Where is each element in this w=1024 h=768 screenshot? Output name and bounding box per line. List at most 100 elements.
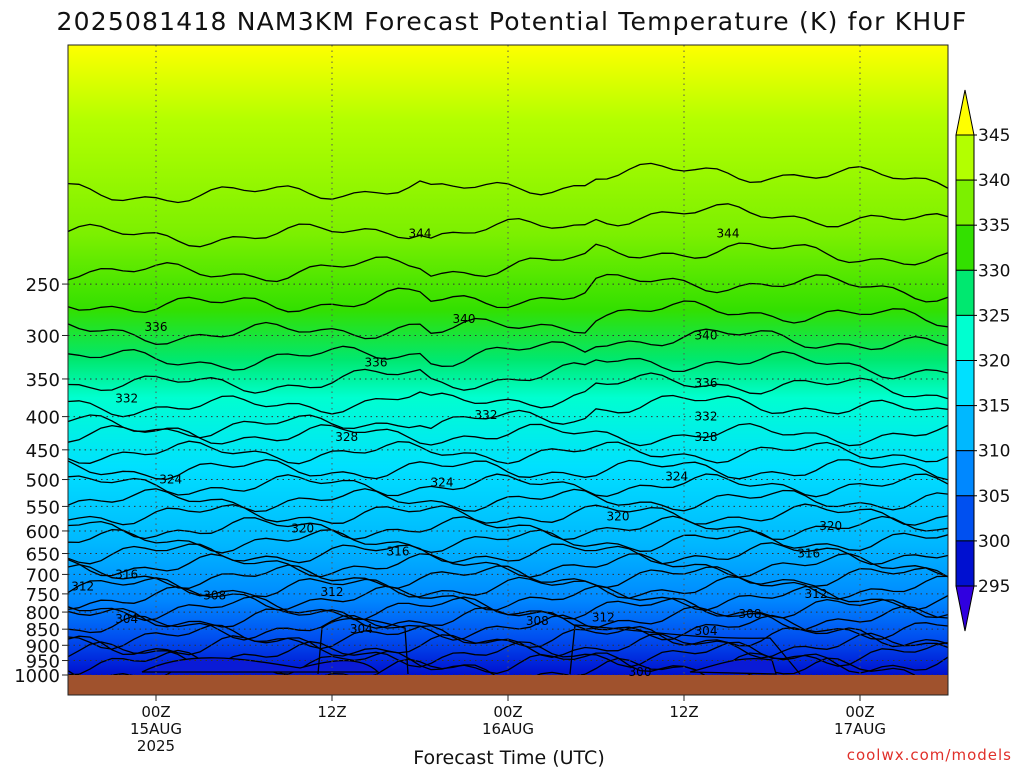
contour-line [68,528,948,554]
grid-lines [68,45,948,675]
contour-line [68,515,948,541]
cold-pocket [689,657,777,675]
colorbar-box [955,450,975,497]
x-tick-label: 12Z [669,703,698,721]
contour-line [68,273,948,314]
y-tick-label: 950 [26,652,60,673]
contour-line [68,614,948,641]
contour-label: 340 [453,312,476,326]
contour-label: 328 [335,430,358,444]
ground-band [68,675,948,695]
y-tick-label: 800 [26,603,60,624]
y-tick-label: 450 [26,441,60,462]
contour-label: 312 [321,585,344,599]
contour-label: 308 [203,589,226,603]
colorbar-label: 310 [978,442,1010,462]
colorbar-label: 305 [978,487,1010,507]
y-tick-label: 550 [26,497,60,518]
colorbar-box [955,405,975,452]
contour-label: 336 [145,320,168,334]
y-axis: 2503003504004505005506006507007508008509… [14,275,68,687]
contour-label: 336 [365,355,388,369]
colorbar: 345 340 335 330 325 320 315 310 305 300 295 [955,89,1010,632]
contour-label: 340 [695,328,718,342]
contour-label: 312 [592,610,615,624]
colorbar-label: 325 [978,306,1010,326]
y-tick-label: 300 [26,326,60,347]
contour-line [68,595,948,622]
colorbar-label: 295 [978,577,1010,597]
contour-label: 332 [695,410,718,424]
y-tick-label: 700 [26,565,60,586]
x-tick-label: 00Z [845,703,874,721]
colorbar-box [955,179,975,226]
y-tick-label: 400 [26,408,60,429]
x-tick-label: 15AUG [130,720,182,738]
contour-line [68,372,948,418]
contour-label: 320 [607,509,630,523]
contour-label: 344 [409,227,432,241]
y-tick-label: 750 [26,585,60,606]
colorbar-min-arrow [955,585,975,632]
contour-line [68,585,948,611]
colorbar-label: 335 [978,216,1010,236]
contour-line [68,300,948,346]
contour-line [68,242,948,283]
contour-labels: 344 344 340 340 336 336 336 332 332 332 328 328 324 3… [71,227,842,680]
colorbar-box [955,495,975,542]
colorbar-box [955,540,975,587]
y-tick-label: 900 [26,636,60,657]
contour-label: 316 [387,544,410,558]
colorbar-max-arrow [955,89,975,136]
x-tick-label: 16AUG [482,720,534,738]
contour-line [569,624,801,675]
contour-label: 316 [797,547,820,561]
contour-label: 324 [431,475,454,489]
contour-lines [68,162,948,675]
x-tick-label: 00Z [141,703,170,721]
contour-label: 332 [475,408,498,422]
contour-label: 332 [115,391,138,405]
x-tick-label: 12Z [317,703,346,721]
contour-label: 304 [115,612,138,626]
contour-line [68,552,948,578]
colorbar-label: 320 [978,352,1010,372]
contour-label: 308 [739,607,762,621]
contour-label: 336 [695,376,718,390]
colorbar-label: 330 [978,261,1010,281]
y-tick-label: 650 [26,545,60,566]
plot-area [68,45,948,675]
colorbar-label: 315 [978,397,1010,417]
contour-label: 308 [526,614,549,628]
contour-line [68,563,948,589]
contour-label: 312 [805,587,828,601]
contour-label: 312 [71,579,94,593]
contour-label: 344 [717,227,740,241]
y-tick-label: 1000 [14,666,60,687]
colorbar-label: 345 [978,126,1010,146]
contour-line [68,575,948,600]
x-tick-label: 17AUG [834,720,886,738]
contour-line [317,617,409,675]
contour-label: 316 [115,567,138,581]
contour-label: 324 [159,473,182,487]
colorbar-box [955,360,975,407]
colorbar-label: 300 [978,532,1010,552]
source-credit: coolwx.com/models [847,746,1012,764]
contour-line [68,473,948,498]
y-tick-label: 600 [26,522,60,543]
contour-label: 304 [695,624,718,638]
contour-label: 300 [629,665,652,679]
y-tick-label: 350 [26,370,60,391]
contour-label: 320 [819,519,842,533]
y-tick-label: 500 [26,471,60,492]
colorbar-box [955,134,975,181]
contour-line [68,422,948,447]
y-tick-label: 850 [26,620,60,641]
chart-title: 2025081418 NAM3KM Forecast Potential Tem… [57,7,968,36]
contour-label: 328 [695,430,718,444]
contour-line [68,458,948,481]
contour-label: 304 [350,622,373,636]
colorbar-box [955,269,975,316]
